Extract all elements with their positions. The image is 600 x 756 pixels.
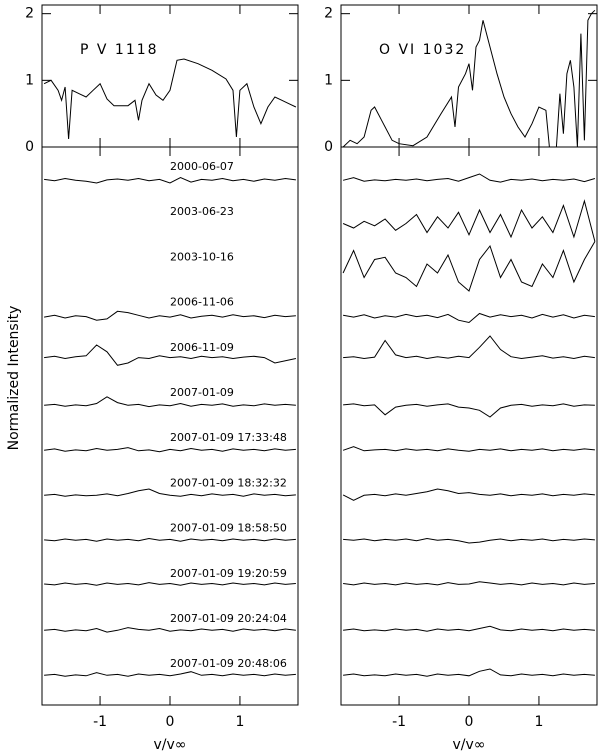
spectrum-line (44, 447, 296, 453)
spectrum-line (43, 58, 297, 140)
date-label: 2000-06-07 (170, 160, 234, 173)
spectrum-line (342, 199, 596, 242)
y-tick-label: 1 (324, 72, 333, 88)
date-label: 2006-11-09 (170, 341, 234, 354)
spectrum-line (342, 488, 595, 501)
x-tick-label: -1 (93, 714, 107, 730)
x-tick-label: 0 (166, 714, 175, 730)
spectrum-line (342, 173, 596, 183)
spectrum-line (343, 537, 595, 544)
panel-label: O VI 1032 (379, 42, 466, 58)
spectrum-line (44, 627, 296, 633)
spectrum-line (44, 310, 296, 321)
date-label: 2003-10-16 (170, 250, 234, 263)
spectrum-line (343, 335, 595, 360)
spectrum-line (44, 177, 296, 184)
spectrum-line (342, 241, 596, 292)
x-tick-label: 0 (465, 714, 474, 730)
y-tick-label: 2 (324, 6, 333, 22)
date-label: 2007-01-09 20:48:06 (170, 657, 287, 670)
spectrum-line (343, 581, 595, 586)
x-axis-label: v/v∞ (453, 737, 486, 753)
date-label: 2007-01-09 17:33:48 (170, 431, 287, 444)
date-label: 2007-01-09 (170, 386, 234, 399)
y-tick-label: 0 (25, 139, 34, 155)
date-label: 2007-01-09 19:20:59 (170, 567, 287, 580)
panel-label: P V 1118 (80, 42, 159, 58)
date-label: 2007-01-09 18:32:32 (170, 476, 287, 489)
y-tick-label: 2 (25, 6, 34, 22)
spectrum-line (343, 312, 595, 324)
y-axis-label: Normalized Intensity (6, 306, 22, 451)
x-tick-label: -1 (392, 714, 406, 730)
panel-frame (41, 4, 299, 148)
date-label: 2007-01-09 18:58:50 (170, 522, 287, 535)
spectrum-line (44, 537, 296, 542)
spectrum-line (343, 668, 595, 677)
x-tick-label: 1 (235, 714, 244, 730)
y-tick-label: 0 (324, 139, 333, 155)
spectrum-line (343, 403, 595, 418)
spectrum-line (44, 582, 296, 586)
date-label: 2003-06-23 (170, 205, 234, 218)
spectrum-line (342, 446, 595, 452)
panel-frame (340, 4, 598, 148)
date-label: 2007-01-09 20:24:04 (170, 612, 287, 625)
spectrum-line (44, 344, 297, 366)
x-tick-label: 1 (534, 714, 543, 730)
spectrum-line (342, 9, 596, 148)
spectrum-line (44, 396, 296, 408)
y-tick-label: 1 (25, 72, 34, 88)
date-label: 2006-11-06 (170, 296, 234, 309)
spectrum-line (44, 488, 296, 497)
spectrum-line (343, 625, 595, 632)
x-axis-label: v/v∞ (154, 737, 187, 753)
panel-frame (340, 146, 598, 706)
spectrum-line (44, 671, 296, 677)
